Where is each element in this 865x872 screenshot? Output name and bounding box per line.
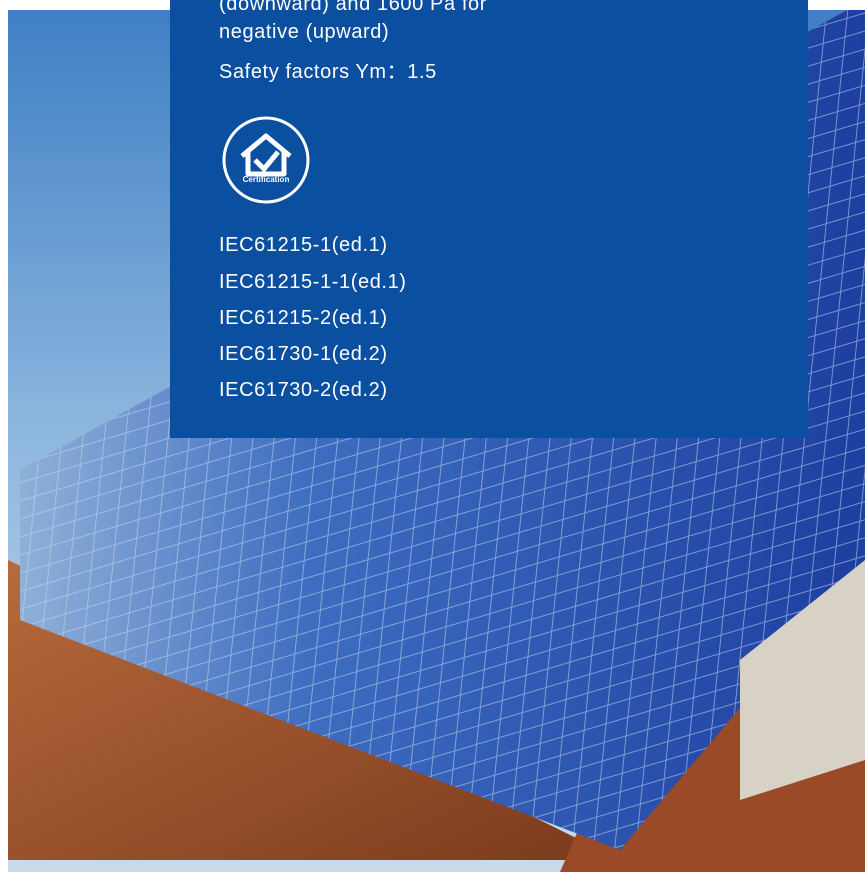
standard: IEC61215-2(ed.1): [219, 306, 388, 330]
standard: IEC61215-1-1(ed.1): [219, 270, 407, 294]
standard: IEC61730-1(ed.2): [219, 342, 388, 366]
spec-text: (downward) and 1600 Pa for: [219, 0, 487, 16]
standard: IEC61215-1(ed.1): [219, 233, 388, 257]
page: (downward) and 1600 Pa for negative (upw…: [0, 0, 865, 872]
certification-label: Certification: [243, 175, 290, 184]
spec-text: Safety factors Ym：1.5: [219, 60, 437, 84]
spec-text: negative (upward): [219, 20, 389, 44]
standard: IEC61730-2(ed.2): [219, 378, 388, 402]
certification-icon: Certification: [222, 116, 312, 206]
info-panel: (downward) and 1600 Pa for negative (upw…: [170, 0, 808, 438]
